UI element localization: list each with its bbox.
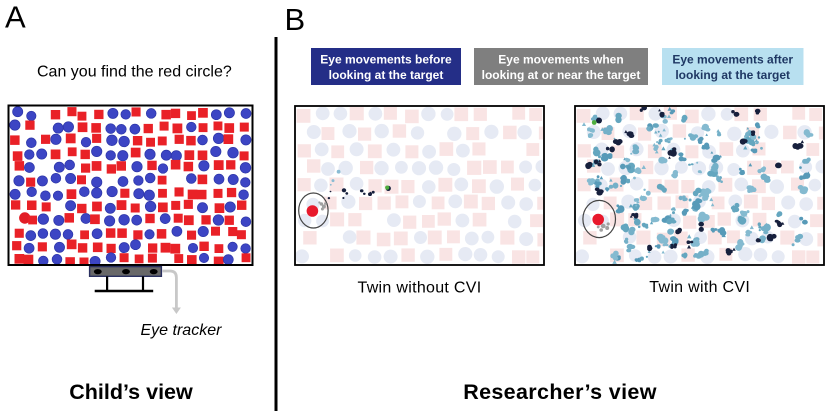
svg-text:Child’s view: Child’s view [69, 380, 193, 404]
svg-text:A: A [5, 0, 26, 35]
svg-text:Researcher’s view: Researcher’s view [463, 380, 657, 404]
svg-text:Eye movements before: Eye movements before [320, 53, 452, 67]
svg-text:Eye movements when: Eye movements when [498, 53, 623, 67]
svg-text:B: B [285, 2, 306, 37]
svg-text:looking at or near the target: looking at or near the target [482, 68, 641, 82]
svg-text:looking at the target: looking at the target [329, 68, 444, 82]
svg-text:looking at the target: looking at the target [675, 68, 790, 82]
svg-text:Twin with CVI: Twin with CVI [649, 279, 750, 296]
svg-text:Can you find the red circle?: Can you find the red circle? [37, 64, 232, 81]
svg-text:Twin without CVI: Twin without CVI [358, 280, 482, 297]
svg-text:Eye tracker: Eye tracker [141, 322, 223, 339]
svg-text:Eye movements after: Eye movements after [672, 53, 793, 67]
